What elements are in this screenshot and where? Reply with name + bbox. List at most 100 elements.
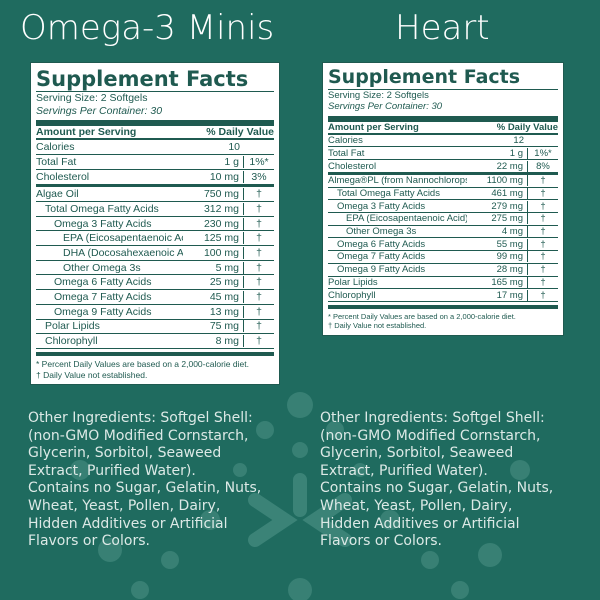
panel-title: Supplement Facts: [328, 66, 558, 90]
ingredients-line: Contains no Sugar, Gelatin, Nuts,: [320, 480, 554, 497]
daily-value: †: [527, 238, 558, 250]
servings-per-container: Servings Per Container: 30: [36, 104, 163, 117]
amount: 461 mg: [491, 188, 523, 200]
footnote: † Daily Value not established.: [328, 321, 427, 331]
amount: 25 mg: [209, 276, 239, 289]
amount: 279 mg: [491, 200, 523, 212]
nutrient-row: Total Omega Fatty Acids 461 mg †: [328, 188, 558, 201]
nutrient-name: Other Omega 3s: [63, 261, 141, 274]
nutrient-row: Total Fat 1 g 1%*: [328, 147, 558, 161]
daily-value: †: [243, 320, 274, 333]
nutrient-row: DHA (Docosahexaenoic Acid) 100 mg †: [36, 246, 274, 261]
daily-value: †: [243, 290, 274, 303]
amount: 312 mg: [203, 202, 239, 215]
daily-value: 8%: [527, 160, 558, 172]
nutrient-name: Chlorophyll: [45, 335, 98, 348]
ingredients-line: Hidden Additives or Artificial: [28, 515, 228, 532]
nutrient-name: Cholesterol: [328, 160, 377, 172]
nutrient-row: Almega®PL (from Nannochloropsis) 1100 mg †: [328, 175, 558, 188]
footnote: † Daily Value not established.: [36, 369, 148, 380]
amount: 8 mg: [215, 335, 239, 348]
nutrient-row: Omega 6 Fatty Acids 25 mg †: [36, 275, 274, 291]
daily-value: †: [527, 276, 558, 288]
nutrient-row: Omega 3 Fatty Acids 230 mg †: [36, 217, 274, 232]
amount: 75 mg: [209, 320, 239, 333]
daily-value: †: [527, 264, 558, 276]
amount: 99 mg: [496, 251, 523, 263]
nutrient-row: Chlorophyll 8 mg †: [36, 334, 274, 349]
amount: 1 g: [224, 156, 239, 169]
amount-header: Amount per Serving: [36, 126, 137, 139]
amount: 10 mg: [209, 171, 239, 184]
daily-value: †: [527, 289, 558, 301]
ingredients-line: Other Ingredients: Softgel Shell:: [320, 410, 545, 426]
footnotes: * Percent Daily Values are based on a 2,…: [36, 351, 274, 380]
nutrient-row: Total Fat 1 g 1%*: [36, 155, 274, 171]
supplement-facts-panel: Supplement Facts Serving Size: 2 Softgels…: [322, 62, 564, 336]
nutrient-name: Omega 9 Fatty Acids: [54, 305, 152, 318]
nutrient-row: Omega 9 Fatty Acids 28 mg †: [328, 264, 558, 277]
daily-value: †: [243, 202, 274, 215]
nutrient-name: Total Omega Fatty Acids: [337, 188, 440, 200]
amount: 17 mg: [496, 289, 523, 301]
amount: 1100 mg: [486, 175, 523, 187]
amount: 55 mg: [496, 238, 523, 250]
nutrient-row: Omega 7 Fatty Acids 99 mg †: [328, 251, 558, 264]
amount: 750 mg: [203, 188, 239, 201]
serving-size: Serving Size: 2 Softgels: [328, 89, 429, 101]
amount: 22 mg: [496, 160, 523, 172]
amount: 230 mg: [203, 217, 239, 230]
nutrient-name: Calories: [36, 141, 75, 154]
ingredients: Other Ingredients: Softgel Shell: (non-GM…: [28, 410, 261, 551]
nutrient-row: Chlorophyll 17 mg †: [328, 289, 558, 302]
ingredients-line: (non-GMO Modified Cornstarch,: [28, 427, 249, 444]
daily-value: †: [527, 188, 558, 200]
ingredients: Other Ingredients: Softgel Shell: (non-GM…: [320, 410, 553, 551]
nutrient-name: Other Omega 3s: [346, 226, 417, 238]
daily-value: †: [527, 213, 558, 225]
ingredients-line: Flavors or Colors.: [28, 533, 150, 550]
daily-value: 1%*: [527, 147, 558, 159]
nutrient-row: Cholesterol 22 mg 8%: [328, 160, 558, 176]
amount: 275 mg: [491, 213, 523, 225]
servings-per-container: Servings Per Container: 30: [328, 101, 443, 113]
nutrient-name: Polar Lipids: [328, 276, 378, 288]
daily-value: †: [243, 335, 274, 348]
nutrient-name: Omega 6 Fatty Acids: [337, 238, 426, 250]
amount: 45 mg: [209, 290, 239, 303]
nutrient-row: EPA (Eicosapentaenoic Acid) 275 mg †: [328, 213, 558, 226]
nutrient-name: Calories: [328, 135, 363, 147]
ingredients-line: Hidden Additives or Artificial: [320, 515, 520, 532]
nutrient-name: Almega®PL (from Nannochloropsis): [328, 175, 467, 187]
nutrient-row: Calories 10: [36, 140, 274, 156]
nutrient-name: Omega 3 Fatty Acids: [54, 217, 152, 230]
nutrient-name: Algae Oil: [36, 188, 79, 201]
nutrient-name: Total Fat: [328, 147, 365, 159]
heading: Omega-3 Minis: [20, 8, 275, 48]
heading: Heart: [395, 8, 490, 48]
daily-value: †: [243, 246, 274, 259]
daily-value: 1%*: [243, 156, 274, 169]
amount: 1 g: [509, 147, 523, 159]
nutrient-name: Total Fat: [36, 156, 77, 169]
nutrient-row: Polar Lipids 165 mg †: [328, 276, 558, 290]
amount: 12: [513, 135, 524, 147]
nutrient-row: Other Omega 3s 5 mg †: [36, 261, 274, 276]
nutrient-row: Omega 3 Fatty Acids 279 mg †: [328, 200, 558, 214]
nutrient-name: Omega 6 Fatty Acids: [54, 276, 152, 289]
nutrient-name: Omega 3 Fatty Acids: [337, 200, 426, 212]
daily-value: †: [527, 251, 558, 263]
ingredients-line: Glycerin, Sorbitol, Seaweed: [320, 445, 514, 462]
amount: 28 mg: [496, 264, 523, 276]
column-header: Amount per Serving % Daily Value: [328, 115, 558, 135]
amount: 165 mg: [491, 276, 523, 288]
amount: 10: [228, 141, 240, 154]
column-header: Amount per Serving % Daily Value: [36, 120, 274, 141]
daily-value: †: [243, 276, 274, 289]
nutrient-name: EPA (Eicosapentaenoic Acid): [63, 232, 183, 245]
footnote: * Percent Daily Values are based on a 2,…: [36, 358, 249, 369]
nutrient-name: Omega 7 Fatty Acids: [337, 251, 426, 263]
amount: 5 mg: [215, 261, 239, 274]
nutrient-row: Omega 7 Fatty Acids 45 mg †: [36, 290, 274, 305]
